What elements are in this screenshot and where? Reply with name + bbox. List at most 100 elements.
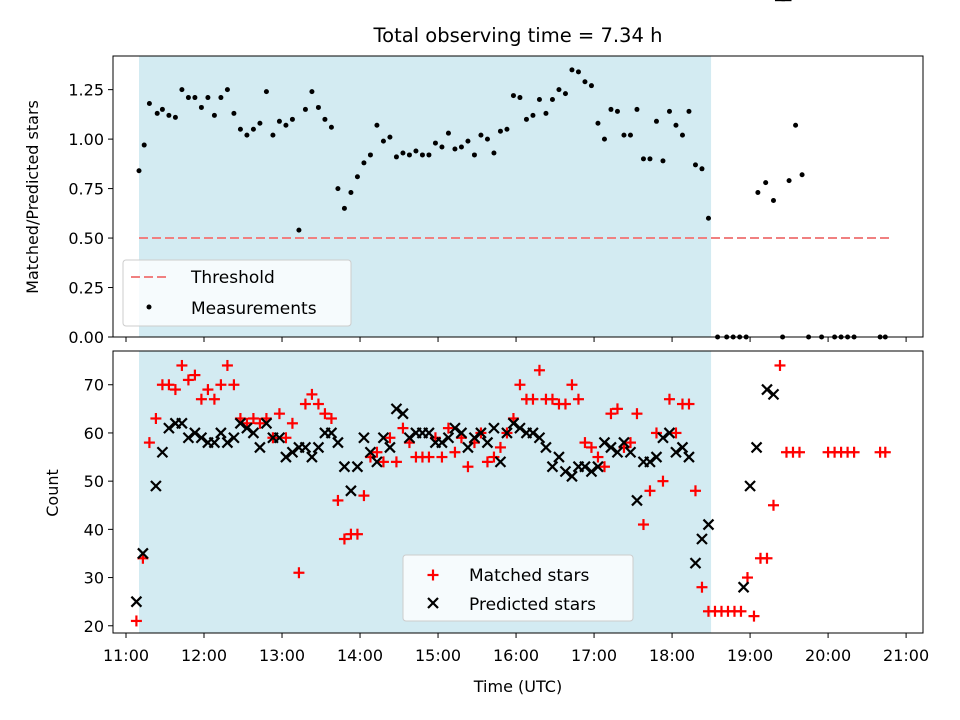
measurement-point: [244, 132, 250, 138]
predicted-point: [592, 460, 604, 473]
predicted-point-b: [501, 427, 513, 439]
matched-point: [163, 379, 175, 391]
matched-point: [605, 408, 617, 420]
matched-point: [150, 412, 162, 424]
measurement-point: [786, 178, 792, 184]
matched-point: [280, 432, 292, 444]
matched-point: [644, 485, 656, 497]
measurement-point: [627, 132, 633, 138]
matched-point: [592, 451, 604, 463]
predicted-point: [338, 460, 351, 473]
predicted-point-b: [156, 446, 169, 459]
predicted-point-b: [332, 436, 344, 449]
matched-point: [442, 422, 454, 434]
count-y-tick-label: 30: [84, 569, 104, 588]
predicted-point: [351, 460, 364, 473]
predicted-point-b: [384, 441, 396, 454]
predicted-point: [221, 436, 234, 449]
matched-point: [650, 427, 662, 439]
measurement-point: [341, 205, 347, 211]
predicted-point: [384, 441, 396, 454]
count-y-tick-label: 60: [84, 424, 104, 443]
predicted-point-b: [767, 388, 780, 401]
predicted-point-b: [390, 403, 403, 415]
measurement-point: [755, 190, 761, 196]
x-tick-label: 20:00: [805, 646, 851, 665]
predicted-point-b: [221, 436, 234, 449]
predicted-point: [737, 581, 750, 593]
measurement-point: [354, 174, 360, 180]
legend-box: [122, 259, 352, 327]
predicted-point: [644, 456, 656, 468]
predicted-point: [364, 446, 377, 459]
measurement-point: [309, 89, 315, 95]
measurement-point: [530, 112, 536, 118]
matched-point: [696, 581, 708, 593]
measurement-point: [666, 108, 672, 114]
count-y-tick-label: 20: [84, 617, 104, 636]
predicted-point: [208, 436, 221, 449]
measurement-point: [614, 108, 620, 114]
measurement-point: [387, 134, 393, 140]
predicted-point: [371, 456, 383, 468]
predicted-point-b: [306, 451, 318, 463]
x-tick-label: 13:00: [259, 646, 305, 665]
x-tick-label: 14:00: [337, 646, 383, 665]
measurement-point: [763, 180, 769, 186]
predicted-point-b: [397, 407, 409, 420]
matched-point: [377, 456, 389, 468]
count-legend: Matched stars Predicted stars: [402, 554, 634, 622]
predicted-point-b: [182, 431, 195, 444]
predicted-point: [663, 427, 676, 439]
predicted-point-b: [299, 441, 312, 454]
predicted-point: [540, 441, 552, 454]
predicted-point-b: [150, 480, 162, 492]
measurement-point: [263, 89, 269, 95]
measurement-point: [634, 106, 640, 112]
matched-point: [488, 451, 500, 463]
predicted-point-b: [514, 422, 526, 434]
predicted-point: [449, 422, 461, 434]
measurement-point: [322, 116, 328, 122]
matched-point: [390, 456, 402, 468]
predicted-point: [702, 518, 715, 531]
measurement-point: [166, 112, 172, 118]
predicted-point-b: [462, 441, 474, 454]
predicted-point: [481, 436, 494, 449]
predicted-point: [750, 441, 763, 454]
predicted-point: [475, 427, 487, 439]
predicted-point: [559, 465, 572, 478]
predicted-point-b: [403, 431, 416, 444]
predicted-point: [744, 480, 756, 492]
measurement-point: [647, 156, 653, 162]
measurement-point: [185, 95, 191, 101]
ratio-y-tick-label: 0.25: [68, 279, 104, 298]
matched-point: [436, 451, 448, 463]
predicted-point: [358, 431, 370, 444]
matched-point: [585, 441, 597, 453]
measurement-point: [640, 156, 646, 162]
measurement-point: [582, 79, 588, 85]
measurement-point: [699, 166, 705, 172]
measurement-point: [335, 186, 341, 192]
predicted-point: [494, 456, 507, 468]
predicted-point-b: [130, 595, 143, 608]
matched-point: [611, 403, 623, 415]
measurement-point: [523, 116, 529, 122]
ratio-legend: Threshold Measurements: [122, 259, 352, 327]
measurement-point: [439, 144, 445, 150]
legend-box: [402, 554, 634, 622]
predicted-point: [260, 417, 273, 430]
predicted-point-b: [442, 431, 455, 444]
predicted-point-b: [702, 518, 715, 531]
matched-point: [182, 374, 194, 386]
legend-predicted-swatch: [427, 597, 439, 609]
matched-point: [143, 437, 155, 449]
measurement-point: [328, 124, 334, 130]
predicted-point: [676, 441, 689, 454]
matched-point: [579, 437, 591, 449]
predicted-point: [670, 446, 682, 459]
measurement-point: [569, 67, 575, 73]
predicted-point: [273, 431, 286, 444]
matched-point: [371, 446, 383, 458]
